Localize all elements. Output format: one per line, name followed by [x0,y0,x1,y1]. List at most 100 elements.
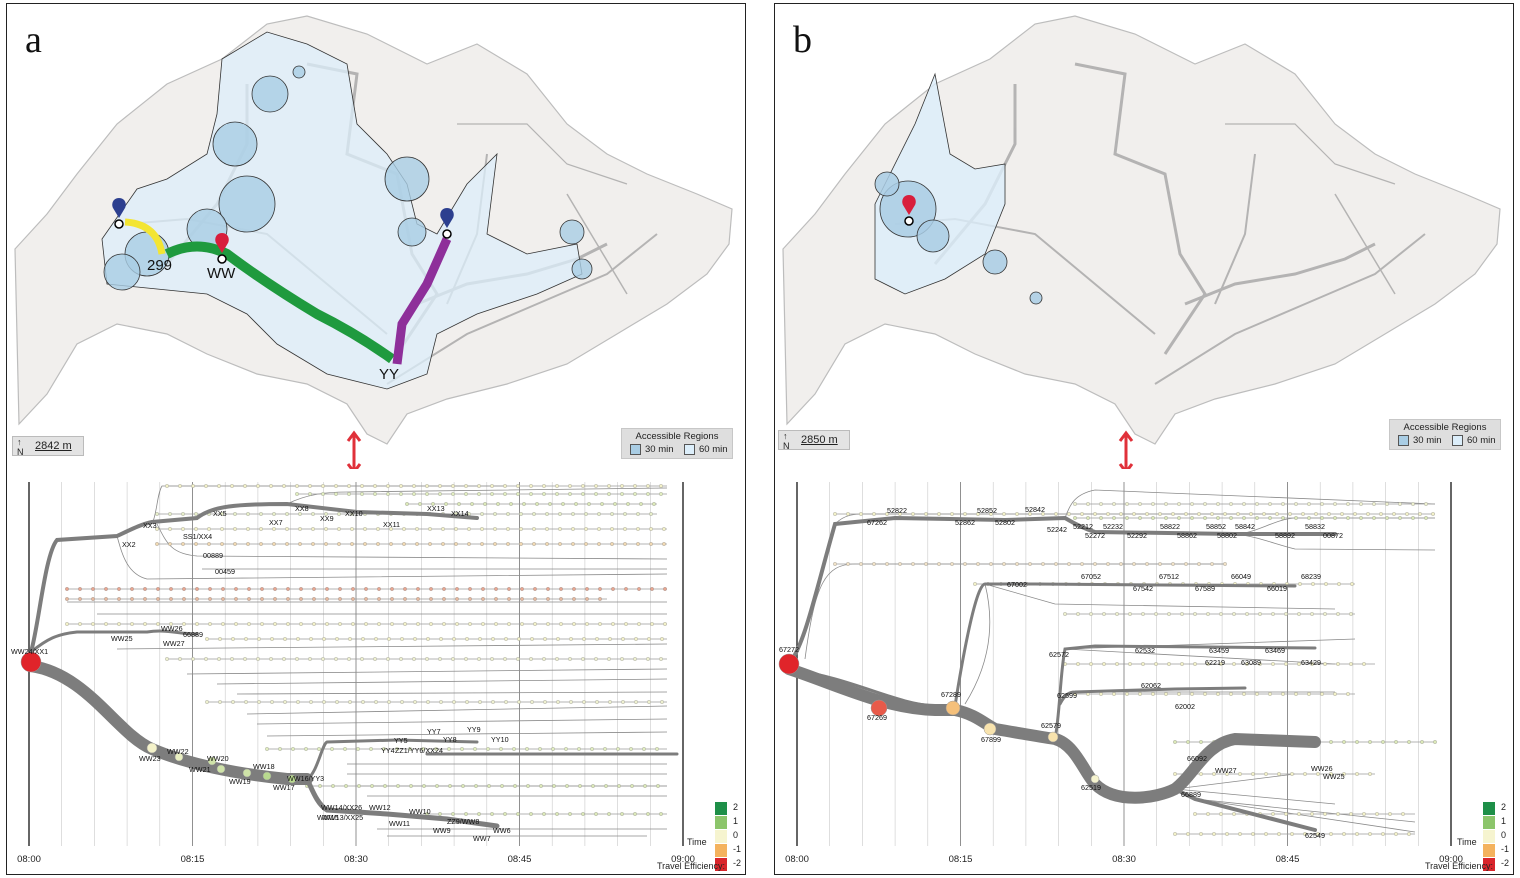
stop-dot [559,587,563,591]
stop-dot [1028,512,1032,516]
stop-dot [467,542,471,546]
stop-dot [369,747,373,751]
stop-dot [1303,772,1307,776]
stop-dot [1284,612,1288,616]
stop-dot [621,700,625,704]
stop-dot [519,527,523,531]
stop-dot [633,492,637,496]
stop-dot [155,527,159,531]
timeline-b: 08:00 08:15 08:30 08:45 09:00 67272 6726252822… [778,482,1463,865]
stop-dot [1264,832,1268,836]
branch-line [1194,798,1416,823]
stop-dot [78,622,82,626]
stop-dot [924,562,928,566]
stop-dot [452,700,456,704]
stop-dot [546,587,550,591]
stop-dot [403,587,407,591]
stop-dot [950,562,954,566]
stop-dot [412,492,416,496]
trunk-path [29,629,199,654]
stop-node [146,742,158,754]
stop-dot [551,747,555,751]
stop-dot [1294,516,1298,520]
stop-dot [1251,832,1255,836]
node-label: 66049 [1231,572,1251,581]
legend-label-60: 60 min [1467,435,1496,446]
stop-dot [1324,582,1328,586]
stop-dot [422,784,426,788]
stop-dot [626,502,630,506]
stop-dot [1238,772,1242,776]
stop-dot [662,527,666,531]
stop-dot [78,597,82,601]
stop-dot [507,597,511,601]
stop-dot [937,512,941,516]
stop-dot [104,597,108,601]
map-label-299: 299 [147,257,172,274]
node-label: 62532 [1135,646,1155,655]
stop-dot [364,622,368,626]
stop-dot [311,512,315,516]
stop-dot [334,492,338,496]
stop-dot [649,542,653,546]
stop-dot [898,562,902,566]
stop-dot [338,597,342,601]
stop-dot [650,622,654,626]
stop-dot [1333,516,1337,520]
stop-dot [650,587,654,591]
stop-dot [1164,516,1168,520]
stop-dot [519,512,523,516]
accessible-region-60 [874,72,1006,295]
node-label: YY9 [467,725,481,734]
stop-dot [1355,832,1359,836]
stop-dot [1245,662,1249,666]
stop-node [20,651,42,673]
legend-title: Accessible Regions [1403,422,1487,433]
stop-node [870,699,888,717]
tick-label: 08:45 [508,854,532,865]
stop-dot [517,637,521,641]
stop-dot [646,484,650,488]
stop-dot [494,622,498,626]
stop-dot [418,502,422,506]
stop-dot [451,812,455,816]
node-label: 68239 [1301,572,1321,581]
stop-dot [104,587,108,591]
stop-dot [415,542,419,546]
stop-dot [104,622,108,626]
stop-dot [421,747,425,751]
stop-dot [383,784,387,788]
stop-dot [543,637,547,641]
stop-dot [539,784,543,788]
tick-label: 09:00 [671,854,695,865]
stop-dot [639,502,643,506]
stop-dot [1225,772,1229,776]
stop-dot [1206,612,1210,616]
stop-dot [494,587,498,591]
stop-dot [1336,812,1340,816]
stop-node [945,700,961,716]
node-label: 63459 [1209,646,1229,655]
stop-dot [387,700,391,704]
stop-dot [620,484,624,488]
stop-dot [348,700,352,704]
stop-dot [1381,832,1385,836]
node-label: 52822 [887,506,907,515]
stop-dot [389,542,393,546]
branch-line [984,583,1336,610]
stop-dot [429,587,433,591]
stop-dot [1041,512,1045,516]
stop-dot [1216,692,1220,696]
stop-dot [624,622,628,626]
stop-dot [169,597,173,601]
stop-dot [130,587,134,591]
stop-dot [581,492,585,496]
tick-label: 08:00 [17,854,41,865]
stop-dot [636,512,640,516]
stop-dot [413,637,417,641]
stop-dot [1180,662,1184,666]
stop-node [262,771,272,781]
stop-dot [382,747,386,751]
stop-dot [581,657,585,661]
stop-dot [286,597,290,601]
